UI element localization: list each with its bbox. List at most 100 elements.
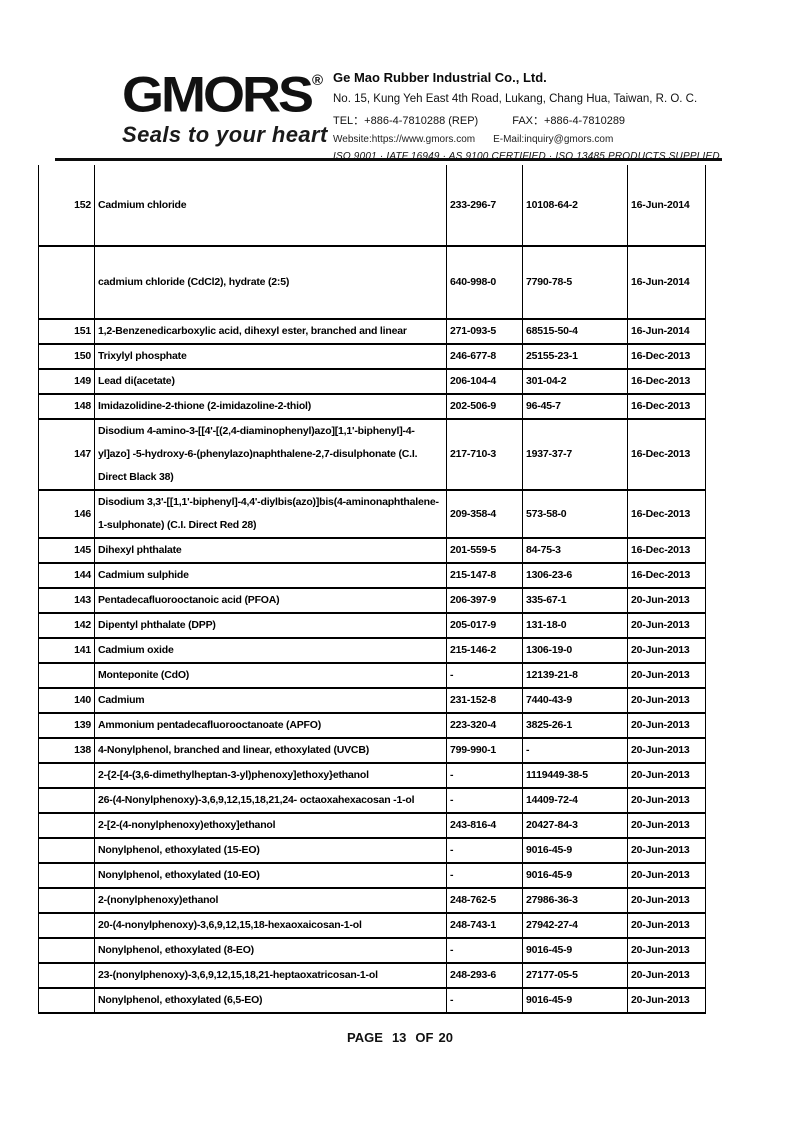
cell-cas-number: 9016-45-9 xyxy=(523,939,628,962)
registered-trademark-icon: ® xyxy=(312,72,324,89)
table-row: Monteponite (CdO) -12139-21-8 20-Jun-2013 xyxy=(39,664,705,689)
company-name: Ge Mao Rubber Industrial Co., Ltd. xyxy=(333,70,547,85)
cell-ec-number: 215-147-8 xyxy=(447,564,523,587)
cell-substance-name: 1,2-Benzenedicarboxylic acid, dihexyl es… xyxy=(95,320,447,343)
cell-row-number: 151 xyxy=(39,320,95,343)
cell-substance-name: Dihexyl phthalate xyxy=(95,539,447,562)
cell-cas-number: 9016-45-9 xyxy=(523,839,628,862)
cell-inclusion-date: 16-Dec-2013 xyxy=(631,544,691,556)
cell-substance-name: Cadmium oxide xyxy=(95,639,447,662)
cell-substance-name: Cadmium sulphide xyxy=(95,564,447,587)
cell-ec-number: 201-559-5 xyxy=(447,539,523,562)
footer-of-label: OF xyxy=(415,1030,434,1045)
cell-substance-name: 26-(4-Nonylphenoxy)-3,6,9,12,15,18,21,24… xyxy=(95,789,447,812)
cell-row-number xyxy=(39,247,95,318)
cell-cas-number: 1937-37-7 xyxy=(523,420,628,489)
table-row: 2-(nonylphenoxy)ethanol 248-762-5 27986-36… xyxy=(39,889,705,914)
cell-ec-number: 231-152-8 xyxy=(447,689,523,712)
table-row: 143 Pentadecafluorooctanoic acid (PFOA) 20… xyxy=(39,589,705,614)
website-url: Website:https://www.gmors.com xyxy=(333,134,476,145)
cell-inclusion-date: 16-Dec-2013 xyxy=(631,569,691,581)
tel-number: TEL：+886-4-7810288 (REP) xyxy=(333,115,479,127)
table-row: 140 Cadmium 231-152-8 7440-43-9 20-Jun-2013 xyxy=(39,689,705,714)
cell-row-number xyxy=(39,814,95,837)
cell-ec-number: - xyxy=(447,839,523,862)
cell-inclusion-date: 16-Dec-2013 xyxy=(631,350,691,362)
company-address: No. 15, Kung Yeh East 4th Road, Lukang, … xyxy=(333,93,698,105)
cell-substance-name: Ammonium pentadecafluorooctanoate (APFO) xyxy=(95,714,447,737)
cell-inclusion-date: 20-Jun-2013 xyxy=(631,594,690,606)
cell-cas-number: 335-67-1 xyxy=(523,589,628,612)
cell-inclusion-date: 20-Jun-2013 xyxy=(631,619,690,631)
cell-ec-number: 206-397-9 xyxy=(447,589,523,612)
cell-row-number: 141 xyxy=(39,639,95,662)
cell-ec-number: 209-358-4 xyxy=(447,491,523,537)
cell-ec-number: - xyxy=(447,789,523,812)
company-contact: TEL：+886-4-7810288 (REP) FAX：+886-4-7810… xyxy=(333,112,733,128)
cell-row-number xyxy=(39,789,95,812)
cell-ec-number: 248-762-5 xyxy=(447,889,523,912)
cell-substance-name: 23-(nonylphenoxy)-3,6,9,12,15,18,21-hept… xyxy=(95,964,447,987)
table-row: 146 Disodium 3,3'-[[1,1'-biphenyl]-4,4'-d… xyxy=(39,491,705,539)
cell-inclusion-date: 20-Jun-2013 xyxy=(631,969,690,981)
cell-row-number: 149 xyxy=(39,370,95,393)
cell-substance-name: Nonylphenol, ethoxylated (10-EO) xyxy=(95,864,447,887)
cell-inclusion-date: 20-Jun-2013 xyxy=(631,719,690,731)
cell-row-number: 148 xyxy=(39,395,95,418)
cell-cas-number: 3825-26-1 xyxy=(523,714,628,737)
cell-substance-name: cadmium chloride (CdCl2), hydrate (2:5) xyxy=(95,247,447,318)
cell-row-number: 152 xyxy=(39,165,95,245)
cell-cas-number: 573-58-0 xyxy=(523,491,628,537)
company-web: Website:https://www.gmors.com E-Mail:inq… xyxy=(333,134,733,145)
footer-page-number: 13 xyxy=(391,1030,407,1045)
cell-inclusion-date: 20-Jun-2013 xyxy=(631,994,690,1006)
cell-ec-number: - xyxy=(447,939,523,962)
cell-inclusion-date: 16-Jun-2014 xyxy=(631,325,690,337)
footer-page-label: PAGE xyxy=(347,1030,383,1045)
cell-ec-number: 205-017-9 xyxy=(447,614,523,637)
cell-ec-number: 246-677-8 xyxy=(447,345,523,368)
table-row: Nonylphenol, ethoxylated (6,5-EO) -9016-4… xyxy=(39,989,705,1014)
cell-ec-number: 215-146-2 xyxy=(447,639,523,662)
cell-row-number xyxy=(39,664,95,687)
table-row: 2-[2-(4-nonylphenoxy)ethoxy]ethanol 243-8… xyxy=(39,814,705,839)
cell-row-number: 147 xyxy=(39,420,95,489)
cell-substance-name: Nonylphenol, ethoxylated (8-EO) xyxy=(95,939,447,962)
cell-inclusion-date: 20-Jun-2013 xyxy=(631,844,690,856)
cell-cas-number: 68515-50-4 xyxy=(523,320,628,343)
cell-row-number: 144 xyxy=(39,564,95,587)
cell-row-number xyxy=(39,764,95,787)
table-row: 150 Trixylyl phosphate 246-677-8 25155-23-1… xyxy=(39,345,705,370)
cell-inclusion-date: 20-Jun-2013 xyxy=(631,919,690,931)
cell-ec-number: - xyxy=(447,764,523,787)
cell-inclusion-date: 20-Jun-2013 xyxy=(631,819,690,831)
cell-ec-number: 202-506-9 xyxy=(447,395,523,418)
logo-block: GMORS® Seals to your heart xyxy=(122,68,332,148)
cell-substance-name: 2-[2-(4-nonylphenoxy)ethoxy]ethanol xyxy=(95,814,447,837)
cell-inclusion-date: 20-Jun-2013 xyxy=(631,744,690,756)
cell-inclusion-date: 20-Jun-2013 xyxy=(631,944,690,956)
cell-ec-number: 233-296-7 xyxy=(447,165,523,245)
cell-row-number xyxy=(39,889,95,912)
table-row: Nonylphenol, ethoxylated (8-EO) -9016-45-… xyxy=(39,939,705,964)
cell-cas-number: 84-75-3 xyxy=(523,539,628,562)
cell-substance-name: Disodium 3,3'-[[1,1'-biphenyl]-4,4'-diyl… xyxy=(95,491,447,537)
certifications-line: ISO 9001 · IATF 16949 · AS 9100 CERTIFIE… xyxy=(333,151,720,162)
cell-inclusion-date: 16-Dec-2013 xyxy=(631,507,691,520)
cell-inclusion-date: 16-Jun-2014 xyxy=(631,198,690,211)
table-row: 26-(4-Nonylphenoxy)-3,6,9,12,15,18,21,24… xyxy=(39,789,705,814)
cell-cas-number: 12139-21-8 xyxy=(523,664,628,687)
cell-ec-number: 248-293-6 xyxy=(447,964,523,987)
cell-ec-number: 799-990-1 xyxy=(447,739,523,762)
table-row: 145 Dihexyl phthalate 201-559-5 84-75-3 16-D… xyxy=(39,539,705,564)
cell-inclusion-date: 16-Dec-2013 xyxy=(631,448,691,460)
table-row: 152 Cadmium chloride 233-296-7 10108-64-2 16… xyxy=(39,165,705,247)
cell-cas-number: 131-18-0 xyxy=(523,614,628,637)
email-address: E-Mail:inquiry@gmors.com xyxy=(493,134,614,145)
table-row: Nonylphenol, ethoxylated (10-EO) -9016-45… xyxy=(39,864,705,889)
cell-row-number xyxy=(39,964,95,987)
cell-substance-name: Trixylyl phosphate xyxy=(95,345,447,368)
cell-cas-number: 301-04-2 xyxy=(523,370,628,393)
cell-substance-name: 2-{2-[4-(3,6-dimethylheptan-3-yl)phenoxy… xyxy=(95,764,447,787)
